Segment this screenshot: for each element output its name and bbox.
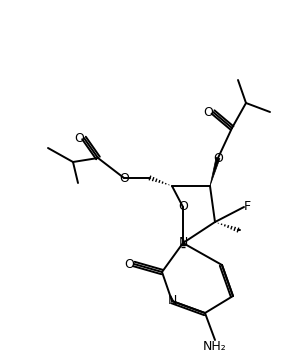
Text: O: O [119,172,129,185]
Text: O: O [124,257,134,270]
Text: NH₂: NH₂ [203,340,227,353]
Text: O: O [178,200,188,214]
Text: O: O [213,151,223,164]
Text: N: N [178,237,188,250]
Text: O: O [203,106,213,118]
Text: F: F [244,200,251,214]
Polygon shape [210,158,220,186]
Text: N: N [167,294,177,308]
Text: O: O [74,131,84,145]
